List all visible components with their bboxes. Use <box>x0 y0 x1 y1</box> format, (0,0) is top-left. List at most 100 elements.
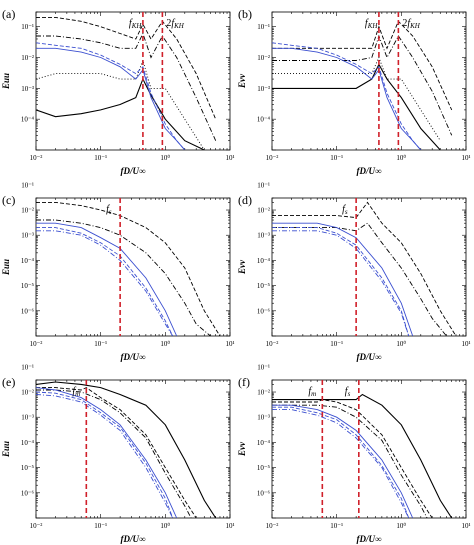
y-tick-label: 10⁻³ <box>21 414 34 422</box>
x-axis-label: fD/U∞ <box>121 166 146 176</box>
series-group <box>272 20 453 150</box>
y-tick-label: 10⁻³ <box>21 232 34 240</box>
series-line-blue-dashdot <box>272 230 410 336</box>
frequency-marker-label: fKH <box>129 18 142 30</box>
series-line-blue-solid <box>272 47 422 150</box>
series-line-black-dot <box>272 56 441 141</box>
x-axis-label: fD/U∞ <box>121 352 146 362</box>
y-tick-label: 10⁻⁶ <box>257 307 271 315</box>
y-tick-label: 10⁻² <box>257 54 270 62</box>
frequency-marker-label: fs <box>345 386 351 398</box>
y-tick-label: 10⁻¹ <box>21 363 34 371</box>
series-line-black-solid <box>272 393 453 518</box>
x-tick-label: 10¹ <box>225 522 234 530</box>
x-tick-label: 10⁰ <box>396 340 406 348</box>
series-line-black-dash <box>36 387 197 518</box>
x-tick-label: 10⁰ <box>160 340 170 348</box>
x-tick-label: 10⁰ <box>160 522 170 530</box>
series-line-blue-solid <box>36 47 186 150</box>
frequency-marker-label: fs <box>342 204 348 216</box>
plot-frame <box>35 11 231 151</box>
series-line-blue-dash <box>272 406 410 518</box>
panel-a: 10⁻² 10⁻¹ 10⁰ 10¹ 10⁻⁴ 10⁻³ 10⁻² 10⁻¹ fKH 2fKH (a)… <box>1 7 235 176</box>
series-line-blue-dashdot <box>36 230 174 336</box>
y-tick-label: 10⁻⁴ <box>21 257 35 265</box>
series-line-black-dashdot <box>272 404 428 518</box>
series-line-blue-dash <box>36 227 174 336</box>
series-group <box>36 16 217 150</box>
y-tick-label: 10⁻¹ <box>21 181 34 189</box>
frequency-marker-label: 2fKH <box>166 18 184 30</box>
frequency-marker-label: 2fKH <box>402 18 420 30</box>
series-line-black-dashdot <box>36 389 192 518</box>
x-tick-label: 10⁻¹ <box>330 522 343 530</box>
series-line-blue-solid <box>36 222 178 336</box>
series-line-black-dashdot <box>272 34 453 136</box>
x-axis-label: fD/U∞ <box>357 166 382 176</box>
panel-c: 10⁻² 10⁻¹ 10⁰ 10¹ 10⁻⁶ 10⁻⁵ 10⁻⁴ 10⁻³ 10⁻² 10⁻¹ fs… <box>1 181 235 362</box>
series-line-black-dashdot <box>272 222 447 336</box>
y-tick-label: 10⁻⁶ <box>21 307 35 315</box>
y-tick-label: 10⁻³ <box>257 232 270 240</box>
y-tick-label: 10⁻¹ <box>21 23 34 31</box>
series-line-black-dash <box>272 201 457 336</box>
x-tick-label: 10⁻² <box>266 154 279 162</box>
frequency-marker-label: fs <box>106 204 112 216</box>
plot-frame <box>35 379 231 519</box>
series-line-blue-solid <box>272 404 414 518</box>
y-tick-label: 10⁻³ <box>257 414 270 422</box>
x-tick-label: 10⁻² <box>30 522 43 530</box>
x-tick-label: 10⁻¹ <box>94 154 107 162</box>
x-axis-label: fD/U∞ <box>357 534 382 544</box>
y-tick-label: 10⁻³ <box>257 85 270 93</box>
y-tick-label: 10⁻⁴ <box>21 116 35 124</box>
y-axis-label: Evv <box>237 259 247 275</box>
x-tick-label: 10¹ <box>461 522 470 530</box>
series-line-black-dot <box>36 59 205 150</box>
panel-e: 10⁻² 10⁻¹ 10⁰ 10¹ 10⁻⁶ 10⁻⁵ 10⁻⁴ 10⁻³ 10⁻² 10⁻¹ fm… <box>1 363 235 544</box>
y-tick-label: 10⁻⁶ <box>257 489 271 497</box>
x-tick-label: 10¹ <box>225 154 234 162</box>
x-tick-label: 10⁻² <box>266 340 279 348</box>
series-line-blue-dash <box>36 391 174 518</box>
y-tick-label: 10⁻⁵ <box>21 464 35 472</box>
x-axis-label: fD/U∞ <box>357 352 382 362</box>
y-tick-label: 10⁻⁵ <box>257 282 271 290</box>
panel-label: (b) <box>238 7 252 21</box>
y-axis-label: Evv <box>237 441 247 457</box>
y-tick-label: 10⁻² <box>257 207 270 215</box>
x-tick-label: 10⁻¹ <box>94 340 107 348</box>
x-tick-label: 10⁻² <box>30 154 43 162</box>
series-line-black-dash <box>36 201 221 336</box>
series-line-blue-solid <box>36 387 178 518</box>
series-line-blue-dash <box>272 42 422 150</box>
y-tick-label: 10⁻⁴ <box>21 439 35 447</box>
y-tick-label: 10⁻¹ <box>257 181 270 189</box>
panel-label: (f) <box>238 375 250 389</box>
y-tick-label: 10⁻² <box>21 389 34 397</box>
y-tick-label: 10⁻² <box>21 207 34 215</box>
y-axis-label: Euu <box>1 441 11 458</box>
plot-frame <box>35 197 231 337</box>
series-line-black-solid <box>272 63 441 150</box>
x-tick-label: 10¹ <box>461 340 470 348</box>
series-line-black-solid <box>36 77 205 150</box>
x-tick-label: 10⁻² <box>30 340 43 348</box>
y-tick-label: 10⁻¹ <box>257 363 270 371</box>
series-line-black-dash <box>272 399 433 518</box>
series-line-blue-dashdot <box>272 409 410 518</box>
panel-label: (a) <box>2 7 15 21</box>
series-line-black-dashdot <box>36 32 217 141</box>
series-line-blue-dash <box>272 227 410 336</box>
panel-b: 10⁻² 10⁻¹ 10⁰ 10¹ 10⁻⁴ 10⁻³ 10⁻² 10⁻¹ fKH 2fKH (b)… <box>237 7 471 176</box>
series-line-blue-dash <box>36 42 186 150</box>
series-line-black-solid <box>36 381 217 518</box>
series-line-black-dash <box>272 20 453 111</box>
x-tick-label: 10⁰ <box>396 522 406 530</box>
y-tick-label: 10⁻⁴ <box>257 257 271 265</box>
series-line-blue-solid <box>272 222 414 336</box>
panel-label: (e) <box>2 375 15 389</box>
y-axis-label: Evv <box>237 73 247 89</box>
series-group <box>272 393 453 518</box>
